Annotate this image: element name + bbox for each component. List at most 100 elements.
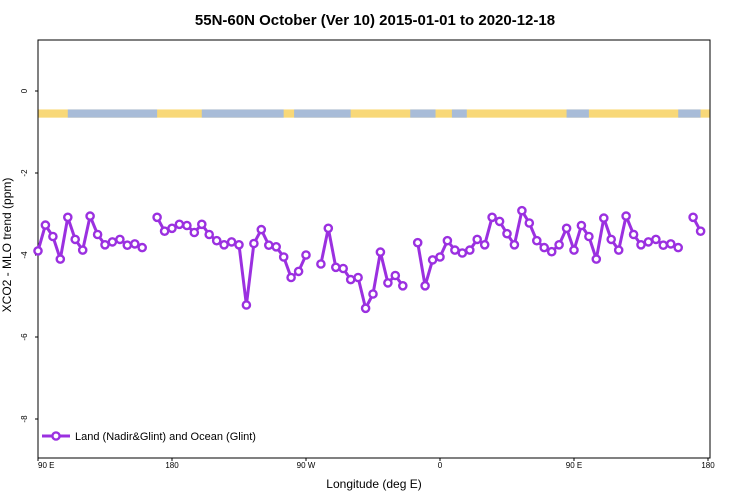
data-point [122,240,133,250]
data-point [479,239,490,250]
data-point [159,226,170,236]
data-point [115,234,125,245]
data-point [301,250,311,260]
data-point [569,245,579,255]
data-point [92,229,103,240]
y-axis-label: XCO2 - MLO trend (ppm) [0,178,14,313]
data-point [524,218,535,228]
data-point [539,242,550,253]
data-point [345,274,356,285]
data-point [420,280,430,291]
data-point [532,235,542,246]
y-tick-label: -6 [20,333,29,341]
data-point [427,255,438,265]
data-point [442,235,453,246]
data-point [502,228,512,239]
data-point [196,219,207,230]
data-point [107,237,118,247]
legend-label: Land (Nadir&Glint) and Ocean (Glint) [75,431,256,443]
legend-marker-swatch [51,431,61,441]
data-point [457,248,468,258]
x-tick-label: 180 [701,461,715,470]
band-ocean-segment [201,109,284,118]
data-point [368,289,378,299]
data-point [599,213,609,223]
data-point [464,245,475,255]
x-tick-label: 90 E [38,461,54,470]
data-point [487,212,497,223]
data-point [271,241,282,252]
data-point [263,240,274,250]
chart-title: 55N-60N October (Ver 10) 2015-01-01 to 2… [195,12,555,29]
data-point [375,247,386,257]
data-point [70,234,80,245]
data-point [554,239,564,250]
y-tick-label: -4 [20,251,29,259]
data-point [55,254,66,264]
data-point [316,259,326,269]
data-point [666,239,676,249]
data-point [643,237,654,247]
data-point [494,216,505,227]
data-point [286,272,296,283]
data-point [613,245,624,255]
data-point [211,235,222,246]
data-point [353,272,363,283]
data-point [204,229,214,240]
data-point [33,246,43,256]
data-point [621,211,631,221]
data-point [688,212,698,223]
data-point [636,239,646,250]
data-point [293,266,304,277]
data-point [472,234,483,245]
band-land [38,109,710,118]
data-point [695,226,706,236]
data-point [48,231,58,242]
data-point [591,254,602,264]
data-point [167,223,177,234]
x-tick-label: 180 [165,461,179,470]
data-point [561,223,572,234]
data-point [189,227,200,238]
series-layer [33,205,706,314]
data-point [182,220,192,231]
y-tick-label: 0 [20,88,29,93]
band-ocean-segment [410,109,436,118]
data-point [435,252,445,262]
data-point [129,239,140,249]
x-axis: 90 E 180 90 W 0 90 E 180 [37,458,715,470]
band-ocean-segment [451,109,467,118]
data-point [606,234,617,245]
data-point [219,239,229,250]
x-tick-label: 90 W [297,461,316,470]
data-point [338,263,349,274]
data-point [397,280,408,291]
x-tick-label: 0 [438,461,443,470]
band-ocean-segment [294,109,351,118]
data-point [249,238,259,249]
data-point [628,229,639,240]
data-point [234,239,244,250]
data-point [241,300,252,310]
legend: Land (Nadir&Glint) and Ocean (Glint) [42,431,256,443]
data-point [100,239,110,250]
data-point [278,252,289,262]
y-axis: 0 -2 -4 -6 -8 [20,88,38,423]
data-point [330,262,341,273]
x-axis-label: Longitude (deg E) [326,477,421,491]
data-point [383,278,393,288]
data-point [137,242,147,253]
y-tick-label: -2 [20,169,29,177]
data-point [40,220,51,230]
band-ocean-segment [67,109,158,118]
data-point [323,223,334,234]
band-ocean-segment [678,109,701,118]
data-point [584,231,594,242]
data-point [450,245,460,255]
data-point [517,205,527,216]
data-point [546,246,557,257]
data-point [256,224,267,235]
data-point [390,270,401,281]
y-tick-label: -8 [20,415,29,423]
